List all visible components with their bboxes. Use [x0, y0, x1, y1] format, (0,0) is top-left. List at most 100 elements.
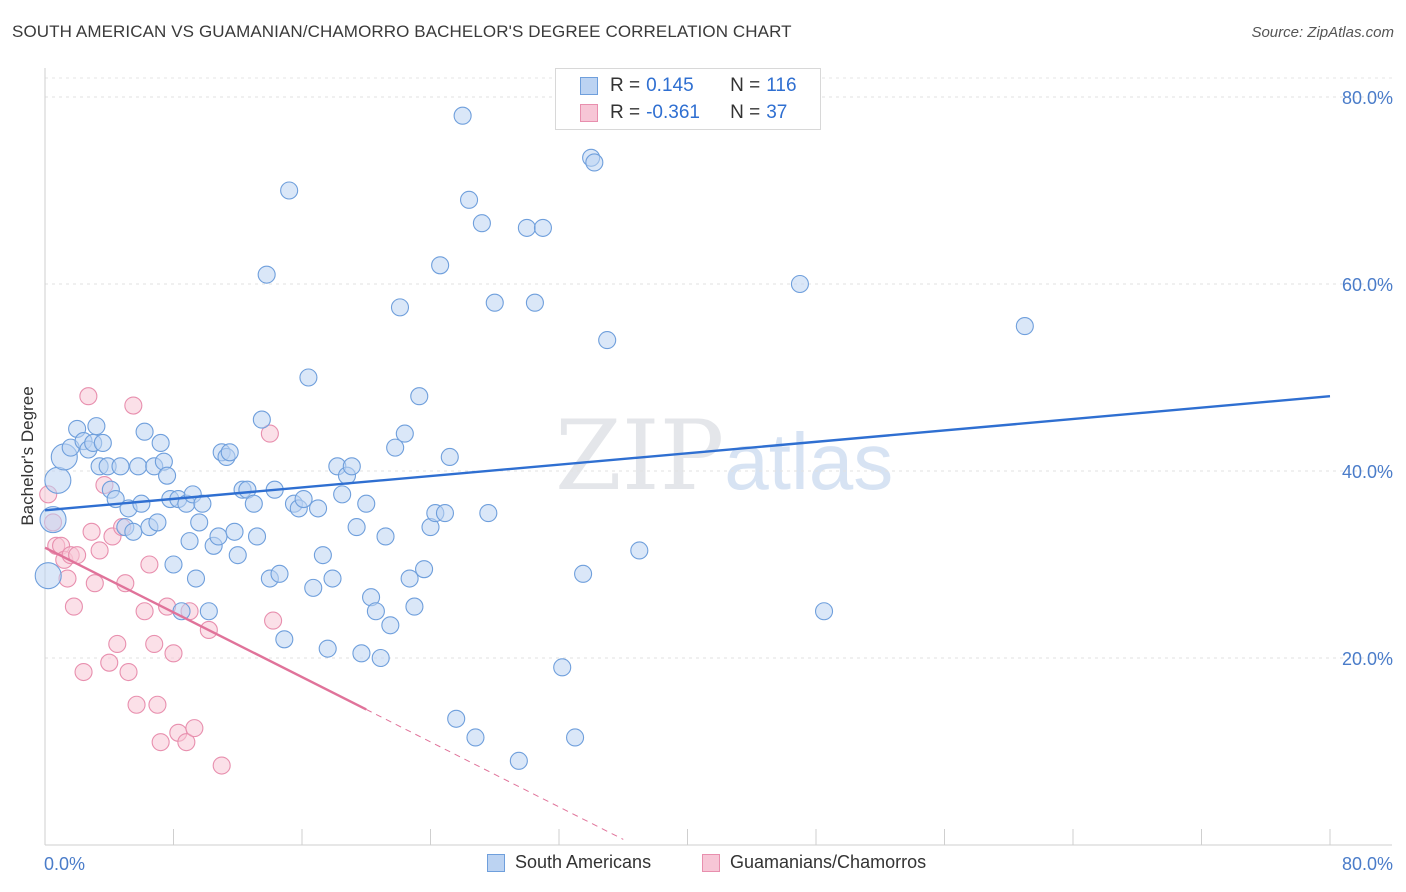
bottom-legend-label: Guamanians/Chamorros [730, 852, 927, 872]
south-american-point [447, 709, 466, 728]
guamanian-point [151, 733, 170, 752]
south-american-point [299, 368, 318, 387]
watermark-zip: ZIP [555, 400, 725, 512]
guamanian-point [260, 424, 279, 443]
guamanian-point [79, 387, 98, 406]
bottom-legend-swatch-blue [487, 853, 505, 872]
south-american-point [352, 644, 371, 663]
south-american-point [466, 728, 485, 747]
south-american-point [280, 181, 299, 200]
legend-row-south-americans: R = 0.145 N = 116 [580, 74, 797, 98]
guamanian-point [164, 644, 183, 663]
correlation-legend: R = 0.145 N = 116 R = -0.361 N = 37 [555, 68, 821, 130]
south-american-trendline [44, 395, 1331, 512]
south-american-point [129, 457, 148, 476]
guamanian-trendline [44, 546, 367, 711]
south-american-point [630, 541, 649, 560]
south-american-point [598, 331, 617, 350]
south-american-point [111, 457, 130, 476]
guamanian-point [135, 602, 154, 621]
south-american-point [472, 214, 491, 233]
south-american-point [39, 506, 67, 534]
south-american-point [479, 504, 498, 523]
south-american-point [323, 569, 342, 588]
south-american-point [209, 527, 228, 546]
south-american-point [247, 527, 267, 546]
south-american-point [220, 443, 239, 462]
south-american-point [87, 417, 106, 436]
watermark: ZIPatlas [555, 400, 893, 512]
bottom-legend-label: South Americans [515, 852, 652, 872]
south-american-point [270, 564, 289, 583]
guamanian-point [100, 653, 119, 672]
bottom-legend-guamanians: Guamanians/Chamorros [702, 852, 926, 873]
south-american-point [93, 433, 112, 453]
south-american-point [574, 564, 593, 583]
legend-r-label: R = [610, 102, 641, 123]
south-american-point [386, 438, 405, 457]
south-american-point [485, 293, 504, 312]
legend-r-label: R = [610, 75, 641, 96]
south-american-point [34, 562, 62, 590]
legend-n-label: N = [730, 75, 761, 96]
south-american-point [342, 457, 361, 476]
south-american-point [225, 522, 244, 541]
south-american-point [390, 298, 410, 317]
guamanian-point [127, 695, 146, 714]
guamanian-point [74, 662, 93, 682]
south-american-point [275, 630, 294, 649]
guamanian-point [140, 555, 159, 574]
guamanian-point [145, 634, 164, 654]
south-american-point [376, 527, 395, 546]
south-american-point [252, 410, 271, 429]
guamanian-point [212, 756, 231, 775]
south-american-point [509, 751, 528, 770]
south-american-point [313, 546, 332, 565]
south-american-point [566, 728, 585, 747]
guamanian-point [148, 695, 167, 714]
south-american-point [333, 485, 352, 504]
south-american-point [366, 602, 385, 621]
guamanian-point [185, 719, 204, 738]
south-american-point [440, 447, 459, 467]
south-american-point [190, 513, 209, 532]
south-american-point [790, 274, 809, 294]
south-american-point [304, 578, 323, 597]
bottom-legend-south-americans: South Americans [487, 852, 651, 873]
south-american-point [400, 569, 419, 588]
south-american-point [1015, 317, 1034, 336]
guamanian-point [90, 541, 109, 560]
guamanian-point [177, 733, 196, 752]
y-tick-label: 60.0% [1342, 275, 1393, 295]
bottom-legend-swatch-pink [702, 853, 720, 872]
chart-title: SOUTH AMERICAN VS GUAMANIAN/CHAMORRO BAC… [12, 22, 792, 41]
south-american-point [517, 218, 536, 237]
y-tick-label: 80.0% [1342, 88, 1393, 108]
south-american-point [459, 190, 479, 209]
south-american-point [318, 639, 337, 658]
south-american-point [158, 466, 177, 485]
south-american-point [410, 387, 429, 406]
south-american-point [135, 422, 154, 441]
legend-swatch-pink [580, 104, 598, 122]
south-american-point [381, 616, 400, 635]
guamanian-point [58, 569, 77, 588]
south-american-point [228, 546, 247, 565]
legend-n-label: N = [730, 102, 761, 123]
south-american-point [814, 602, 834, 621]
south-american-point [415, 560, 434, 579]
south-american-point [533, 218, 552, 237]
x-tick-label: 80.0% [1342, 854, 1393, 874]
y-tick-label: 40.0% [1342, 462, 1393, 482]
legend-r-value: 0.145 [646, 75, 694, 96]
guamanian-point [64, 597, 83, 616]
legend-n-value: 116 [766, 75, 797, 96]
south-american-point [124, 522, 143, 541]
south-american-point [395, 424, 414, 443]
south-american-point [347, 518, 366, 537]
south-american-point [186, 569, 206, 588]
south-american-point [371, 648, 390, 668]
guamanian-point [124, 396, 143, 415]
guamanian-point [85, 574, 104, 593]
